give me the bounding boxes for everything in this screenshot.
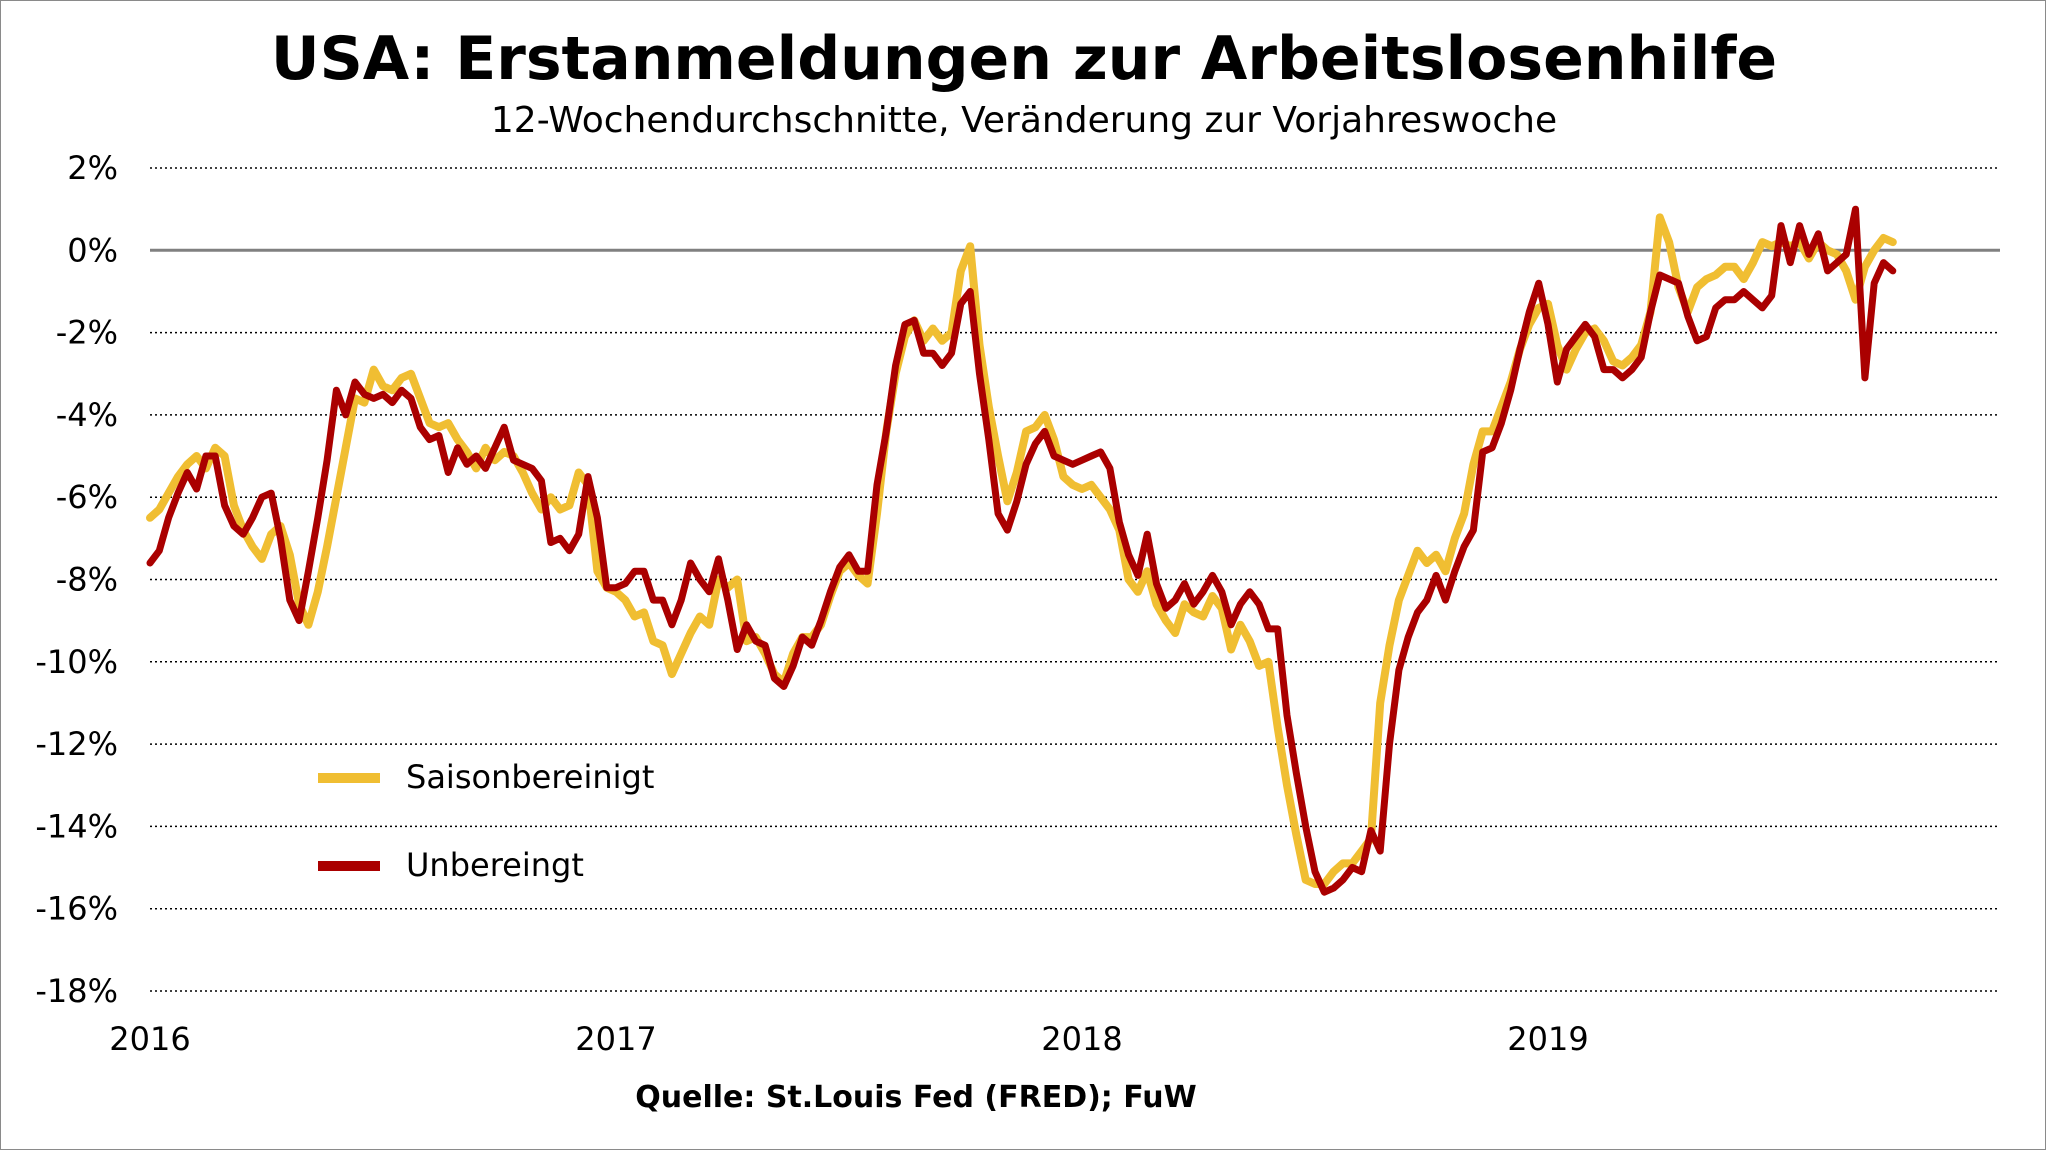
y-tick-label: -6% — [56, 478, 118, 516]
legend-label-unbereinigt: Unbereingt — [406, 846, 584, 884]
data-series — [146, 205, 1897, 896]
x-tick-label: 2019 — [1507, 1020, 1588, 1058]
x-tick-label: 2017 — [575, 1020, 656, 1058]
y-tick-label: -16% — [35, 890, 118, 928]
y-tick-label: -14% — [35, 807, 118, 845]
y-tick-label: -10% — [35, 643, 118, 681]
y-tick-label: 2% — [67, 149, 118, 187]
y-tick-label: 0% — [67, 231, 118, 269]
series-line-saisonbereinigt — [146, 213, 1897, 888]
legend: Saisonbereinigt Unbereingt — [318, 758, 654, 884]
x-tick-label: 2016 — [109, 1020, 190, 1058]
y-tick-label: -18% — [35, 972, 118, 1010]
chart-title: USA: Erstanmeldungen zur Arbeitslosenhil… — [270, 24, 1778, 94]
y-tick-label: -12% — [35, 725, 118, 763]
y-tick-label: -4% — [56, 396, 118, 434]
axes: 2% 0% -2% -4% -6% -8% -10% -12% -14% -16% -18% 2016… — [35, 149, 1588, 1058]
chart-source: Quelle: St.Louis Fed (FRED); FuW — [635, 1080, 1197, 1115]
y-tick-label: -8% — [56, 561, 118, 599]
series-line-unbereinigt — [146, 205, 1897, 896]
legend-label-saisonbereinigt: Saisonbereinigt — [406, 758, 654, 796]
chart-subtitle: 12-Wochendurchschnitte, Veränderung zur … — [490, 100, 1558, 141]
x-tick-label: 2018 — [1041, 1020, 1122, 1058]
y-tick-label: -2% — [56, 314, 118, 352]
